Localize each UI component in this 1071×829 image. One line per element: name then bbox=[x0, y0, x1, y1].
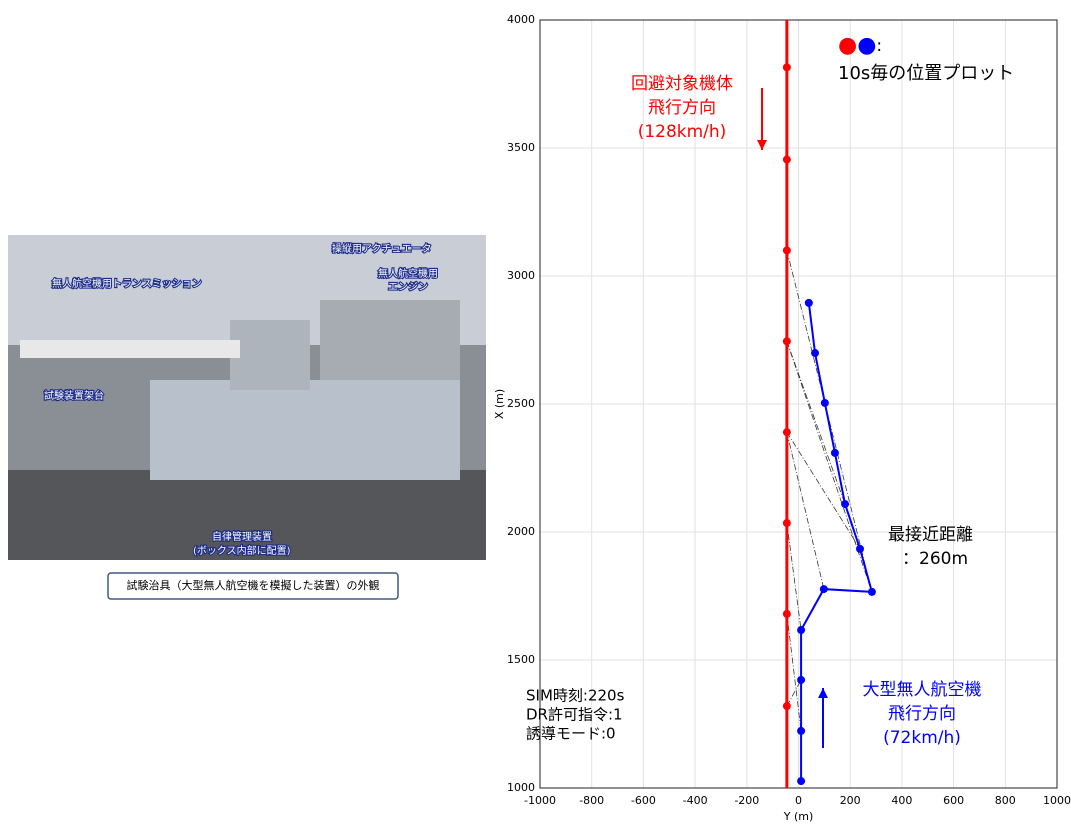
x-tick-label: 400 bbox=[891, 794, 912, 807]
annotation: 誘導モード:0 bbox=[526, 725, 616, 743]
y-tick-label: 2500 bbox=[507, 397, 535, 410]
position-point bbox=[783, 246, 791, 254]
x-axis-label: Y (m) bbox=[783, 810, 814, 823]
sight-line bbox=[787, 432, 824, 589]
position-point bbox=[831, 449, 839, 457]
y-tick-label: 2000 bbox=[507, 525, 535, 538]
position-point bbox=[797, 676, 805, 684]
legend: ●●: bbox=[838, 33, 882, 58]
position-point bbox=[841, 500, 849, 508]
photo-label: 試験装置架台 bbox=[44, 389, 104, 402]
position-point bbox=[797, 727, 805, 735]
legend-text: 10s毎の位置プロット bbox=[838, 63, 1014, 84]
photo-label: 無人航空機用トランスミッション bbox=[52, 277, 202, 290]
photo-label: エンジン bbox=[388, 282, 428, 293]
track-line bbox=[801, 303, 872, 781]
x-tick-label: 200 bbox=[840, 794, 861, 807]
y-axis-label: X (m) bbox=[493, 389, 506, 419]
position-point bbox=[805, 299, 813, 307]
annotation: (72km/h) bbox=[883, 728, 961, 748]
x-tick-label: -400 bbox=[683, 794, 708, 807]
position-point bbox=[856, 545, 864, 553]
annotation: 飛行方向 bbox=[888, 704, 956, 724]
annotation: (128km/h) bbox=[638, 122, 727, 142]
position-point bbox=[783, 428, 791, 436]
position-point bbox=[820, 585, 828, 593]
figure: 試験治具（大型無人航空機を模擬した装置）の外観 操縦用アクチュエータ 無人航空機… bbox=[0, 0, 1071, 825]
machine bbox=[230, 320, 310, 390]
photo-label: 自律管理装置 bbox=[212, 530, 272, 543]
legend-mark: ● bbox=[857, 33, 876, 58]
frame bbox=[150, 380, 460, 480]
x-tick-label: 800 bbox=[995, 794, 1016, 807]
y-tick-label: 4000 bbox=[507, 13, 535, 26]
position-point bbox=[783, 702, 791, 710]
position-point bbox=[868, 588, 876, 596]
annotation: 飛行方向 bbox=[648, 98, 716, 118]
position-point bbox=[797, 777, 805, 785]
legend-separator: : bbox=[876, 36, 882, 56]
arrow-head bbox=[818, 688, 828, 698]
caption: 試験治具（大型無人航空機を模擬した装置）の外観 bbox=[127, 578, 380, 592]
x-tick-label: -600 bbox=[631, 794, 656, 807]
annotation: SIM時刻:220s bbox=[526, 687, 625, 705]
photo-label: 操縦用アクチュエータ bbox=[332, 242, 432, 255]
position-point bbox=[783, 337, 791, 345]
annotation: 回避対象機体 bbox=[631, 74, 733, 94]
annotation: ：260m bbox=[902, 549, 968, 569]
position-point bbox=[783, 63, 791, 71]
photo: 試験治具（大型無人航空機を模擬した装置）の外観 操縦用アクチュエータ 無人航空機… bbox=[8, 235, 486, 599]
y-tick-label: 3000 bbox=[507, 269, 535, 282]
annotation: DR許可指令:1 bbox=[526, 706, 623, 724]
y-tick-label: 1500 bbox=[507, 653, 535, 666]
position-point bbox=[783, 519, 791, 527]
x-tick-label: -800 bbox=[579, 794, 604, 807]
y-tick-label: 1000 bbox=[507, 781, 535, 794]
position-point bbox=[821, 399, 829, 407]
annotation: 大型無人航空機 bbox=[863, 680, 982, 700]
position-point bbox=[811, 349, 819, 357]
position-point bbox=[783, 156, 791, 164]
x-tick-label: 600 bbox=[943, 794, 964, 807]
x-tick-label: -1000 bbox=[524, 794, 556, 807]
photo-label: (ボックス内部に配置) bbox=[193, 544, 291, 557]
boom bbox=[20, 340, 240, 358]
page: 試験治具（大型無人航空機を模擬した装置）の外観 操縦用アクチュエータ 無人航空機… bbox=[0, 0, 1071, 825]
x-tick-label: 0 bbox=[795, 794, 802, 807]
position-point bbox=[797, 626, 805, 634]
engine bbox=[320, 300, 460, 380]
photo-label: 無人航空機用 bbox=[378, 267, 438, 280]
annotation: 最接近距離 bbox=[888, 525, 973, 545]
sight-line bbox=[787, 341, 872, 592]
x-tick-label: -200 bbox=[734, 794, 759, 807]
y-tick-label: 3500 bbox=[507, 141, 535, 154]
legend-mark: ● bbox=[838, 33, 857, 58]
x-tick-label: 1000 bbox=[1043, 794, 1071, 807]
position-point bbox=[783, 610, 791, 618]
